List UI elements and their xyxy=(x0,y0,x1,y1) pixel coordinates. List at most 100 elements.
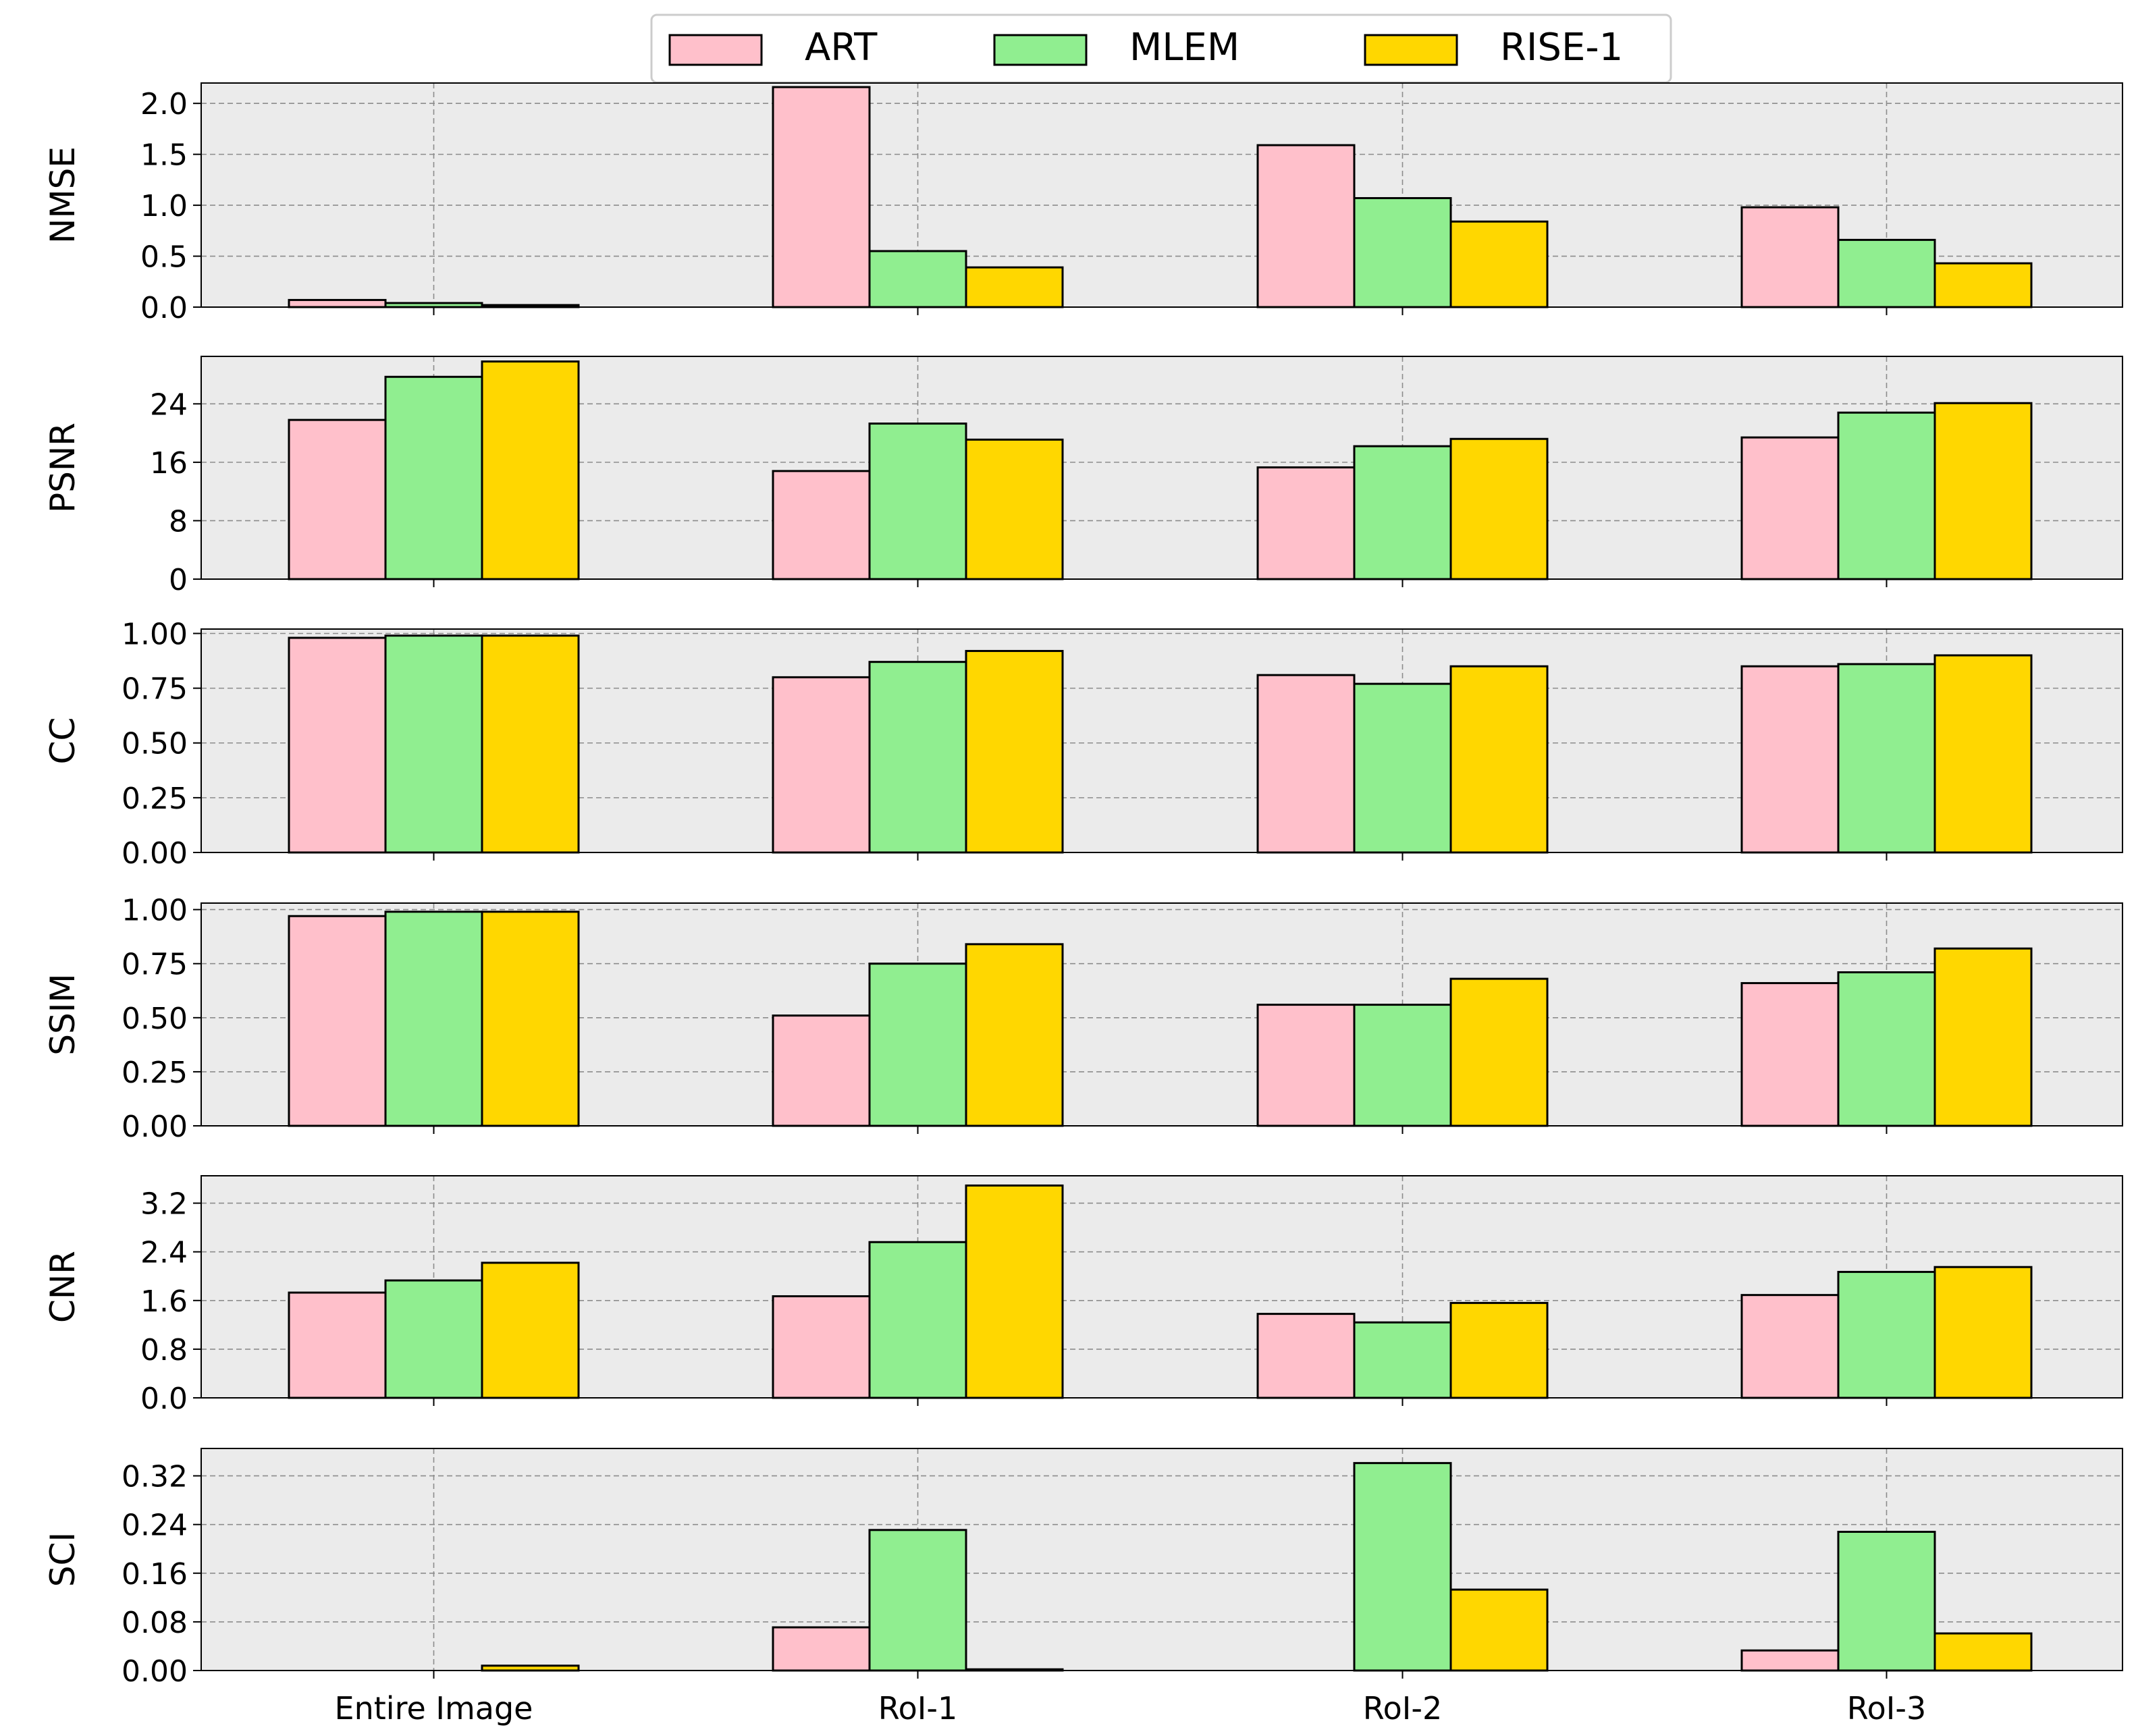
y-tick-label: 1.00 xyxy=(122,894,188,928)
bar-art-entire-image xyxy=(288,418,387,580)
bar-art-entire-image xyxy=(288,915,387,1127)
bar-mlem-roi-2 xyxy=(1353,1004,1452,1127)
bar-rise-1-roi-2 xyxy=(1449,1301,1549,1399)
x-tick-label: RoI-3 xyxy=(1847,1690,1926,1727)
y-tick-label: 1.5 xyxy=(140,138,188,173)
y-tick-label: 0.24 xyxy=(122,1509,188,1543)
y-tick-label: 24 xyxy=(150,387,188,422)
legend-label-art: ART xyxy=(805,26,878,70)
y-axis-label: SSIM xyxy=(43,973,82,1055)
y-axis-label: NMSE xyxy=(43,146,82,244)
bar-art-roi-3 xyxy=(1740,1294,1840,1399)
y-axis-label: CC xyxy=(43,717,82,765)
legend: ART MLEM RISE-1 xyxy=(650,13,1672,84)
plot-frame xyxy=(201,1448,2123,1671)
bar-mlem-roi-1 xyxy=(868,962,967,1127)
panels: 0.0 0.5 1.0 1.5 2.0 NMSE 0 8 16 24 PSNR 0.00 0.25 0.5… xyxy=(43,82,2123,1727)
bar-mlem-roi-2 xyxy=(1353,682,1452,854)
bar-rise-1-roi-3 xyxy=(1933,1632,2033,1672)
bar-rise-1-entire-image xyxy=(481,1262,580,1399)
panel-sci: 0.00 0.08 0.16 0.24 0.32 SCI Entire Image RoI-1… xyxy=(43,1448,2123,1727)
bar-rise-1-roi-1 xyxy=(965,649,1064,854)
bar-art-entire-image xyxy=(288,298,387,308)
bar-rise-1-roi-1 xyxy=(965,266,1064,308)
bar-art-entire-image xyxy=(288,1291,387,1399)
bar-mlem-roi-1 xyxy=(868,1529,967,1672)
y-tick-label: 0 xyxy=(169,563,188,597)
bar-rise-1-entire-image xyxy=(481,360,580,580)
bar-art-roi-1 xyxy=(772,86,871,308)
bar-rise-1-roi-1 xyxy=(965,438,1064,580)
bar-rise-1-roi-1 xyxy=(965,1184,1064,1399)
bar-art-entire-image xyxy=(288,636,387,854)
panel-cnr: 0.0 0.8 1.6 2.4 3.2 CNR xyxy=(43,1175,2123,1416)
y-tick-label: 0.25 xyxy=(122,782,188,816)
y-tick-label: 8 xyxy=(169,504,188,539)
bar-mlem-roi-3 xyxy=(1837,1270,1936,1399)
bar-mlem-roi-2 xyxy=(1353,1321,1452,1399)
plot-frame xyxy=(201,356,2123,580)
y-tick-label: 3.2 xyxy=(140,1187,188,1222)
bar-rise-1-entire-image xyxy=(481,1664,580,1672)
x-tick-label: RoI-1 xyxy=(878,1690,957,1727)
legend-swatch-mlem xyxy=(993,34,1088,66)
bar-rise-1-entire-image xyxy=(481,911,580,1127)
panel-psnr: 0 8 16 24 PSNR xyxy=(43,356,2123,597)
y-tick-label: 0.16 xyxy=(122,1557,188,1592)
bar-mlem-entire-image xyxy=(384,375,483,580)
bar-art-roi-3 xyxy=(1740,982,1840,1127)
plot-frame xyxy=(201,82,2123,308)
legend-label-mlem: MLEM xyxy=(1129,26,1239,70)
y-tick-label: 0.0 xyxy=(140,1382,188,1416)
bar-mlem-entire-image xyxy=(384,1279,483,1399)
bar-mlem-roi-2 xyxy=(1353,1462,1452,1672)
y-tick-label: 0.00 xyxy=(122,836,188,871)
bar-rise-1-roi-2 xyxy=(1449,665,1549,854)
bar-art-roi-3 xyxy=(1740,1649,1840,1672)
legend-label-rise-1: RISE-1 xyxy=(1500,26,1623,70)
bar-art-roi-3 xyxy=(1740,436,1840,580)
bar-mlem-roi-3 xyxy=(1837,971,1936,1127)
bar-mlem-roi-1 xyxy=(868,423,967,580)
plot-area xyxy=(201,1448,2122,1671)
legend-swatch-art xyxy=(668,34,763,66)
bar-rise-1-roi-3 xyxy=(1933,402,2033,580)
x-tick-label: RoI-2 xyxy=(1363,1690,1442,1727)
y-tick-label: 0.08 xyxy=(122,1606,188,1640)
y-tick-label: 0.8 xyxy=(140,1333,188,1367)
bar-art-roi-2 xyxy=(1256,1004,1356,1127)
bar-rise-1-roi-3 xyxy=(1933,654,2033,854)
y-axis-label: SCI xyxy=(43,1532,82,1587)
bar-art-roi-1 xyxy=(772,1626,871,1672)
x-tick-label: Entire Image xyxy=(335,1690,533,1727)
bar-mlem-roi-3 xyxy=(1837,411,1936,580)
bar-rise-1-roi-2 xyxy=(1449,437,1549,580)
y-tick-label: 0.00 xyxy=(122,1110,188,1144)
bar-art-roi-1 xyxy=(772,470,871,580)
y-tick-label: 16 xyxy=(150,446,188,481)
bar-art-roi-1 xyxy=(772,676,871,854)
bar-mlem-roi-3 xyxy=(1837,238,1936,308)
y-tick-label: 0.75 xyxy=(122,948,188,982)
bar-mlem-roi-3 xyxy=(1837,1530,1936,1672)
bar-rise-1-roi-2 xyxy=(1449,1588,1549,1672)
bar-art-roi-1 xyxy=(772,1014,871,1127)
y-tick-label: 1.0 xyxy=(140,189,188,223)
y-tick-label: 1.00 xyxy=(122,617,188,651)
y-tick-label: 2.4 xyxy=(140,1236,188,1270)
panel-ssim: 0.00 0.25 0.50 0.75 1.00 SSIM xyxy=(43,894,2123,1144)
plot-frame xyxy=(201,1175,2123,1399)
bar-mlem-entire-image xyxy=(384,911,483,1127)
y-tick-label: 0.0 xyxy=(140,291,188,325)
bar-art-roi-3 xyxy=(1740,206,1840,308)
bar-art-roi-1 xyxy=(772,1295,871,1399)
panel-cc: 0.00 0.25 0.50 0.75 1.00 CC xyxy=(43,617,2123,871)
bar-mlem-roi-2 xyxy=(1353,445,1452,580)
bar-art-roi-2 xyxy=(1256,144,1356,308)
bar-mlem-roi-1 xyxy=(868,250,967,308)
bar-art-roi-2 xyxy=(1256,674,1356,854)
plot-frame xyxy=(201,902,2123,1127)
bar-rise-1-roi-2 xyxy=(1449,220,1549,308)
y-tick-label: 0.50 xyxy=(122,727,188,761)
bar-mlem-entire-image xyxy=(384,634,483,854)
